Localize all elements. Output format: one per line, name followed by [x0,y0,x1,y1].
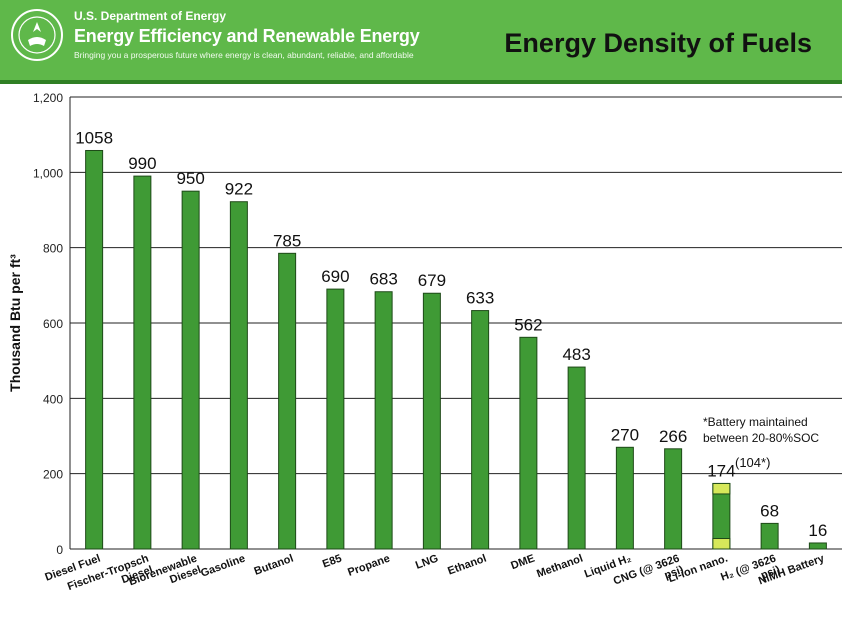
doe-banner: U.S. Department of Energy Energy Efficie… [0,0,842,84]
x-tick-label: Methanol [535,553,584,581]
x-tick-label: Butanol [253,553,296,578]
bar [519,336,538,550]
bar [422,292,441,550]
program-name: Energy Efficiency and Renewable Energy [74,26,420,46]
data-label: 683 [369,270,397,289]
bar [229,201,248,550]
bar [808,542,827,550]
bar [615,446,634,550]
y-tick-label: 400 [43,392,63,406]
x-tick-label: DME [509,553,536,573]
bar [85,149,104,550]
doe-seal-icon [11,9,63,61]
x-tick-label: Gasoline [199,553,247,580]
data-label: 174 [707,461,735,480]
data-label: 785 [273,231,301,250]
x-tick-label: LNG [414,553,440,572]
bar [760,522,779,550]
y-tick-label: 1,200 [33,91,63,105]
y-tick-label: 600 [43,317,63,331]
data-label: 562 [514,315,542,334]
data-label: 266 [659,427,687,446]
bar-chart: 0 200 400 600 800 1,000 1,200 Thousand Btu per … [7,91,842,593]
bar-battery-segment-top [712,482,731,495]
bar-battery-segment-bottom [712,538,731,550]
bar [471,310,490,550]
y-tick-label: 0 [56,543,63,557]
x-tick-label: Ethanol [446,553,488,578]
bar [664,448,683,550]
bar [374,291,393,550]
bar [181,190,200,550]
data-label: 483 [562,345,590,364]
tagline: Bringing you a prosperous future where e… [74,50,414,60]
bar [326,288,345,550]
y-tick-label: 200 [43,468,63,482]
data-label: 633 [466,289,494,308]
data-label: 1058 [75,128,113,147]
bar [567,366,586,550]
org-name: U.S. Department of Energy [74,9,227,23]
y-tick-label: 800 [43,242,63,256]
chart-title: Energy Density of Fuels [504,28,812,58]
y-axis-title: Thousand Btu per ft³ [7,254,23,392]
data-label: 16 [808,521,827,540]
bar [278,252,297,550]
battery-note: *Battery maintained between 20-80%SOC [703,415,820,445]
data-label: 990 [128,154,156,173]
data-label: 950 [176,169,204,188]
data-label: 270 [611,425,639,444]
data-label: 690 [321,267,349,286]
data-label: 68 [760,501,779,520]
x-tick-label: E85 [321,553,344,571]
data-label: 679 [418,271,446,290]
li-ion-maintained-label: (104*) [735,455,771,470]
x-tick-label: Propane [346,553,391,579]
data-label: 922 [225,180,253,199]
y-tick-label: 1,000 [33,166,63,180]
bar [133,175,152,550]
